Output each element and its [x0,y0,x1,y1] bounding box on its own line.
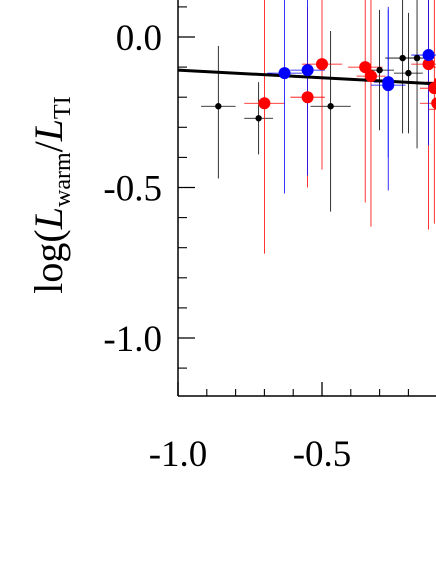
y-label-slash: / [26,140,71,152]
data-point [431,97,436,110]
plot-area [178,0,436,254]
data-point [278,67,291,80]
y-tick-label: -1.0 [103,319,162,360]
x-tick-label: -0.5 [293,434,352,475]
error-bars [201,0,436,254]
data-point [405,69,412,77]
data-point [327,103,334,110]
data-point [215,103,222,110]
data-point [413,54,421,62]
data-points [215,49,436,122]
x-ticks: -1.0-0.50 [149,382,409,475]
data-point [359,61,372,74]
y-label-den-sub: TI [50,96,76,119]
data-point [255,115,262,122]
y-ticks: 0.0 -0.5 -1.0 [103,6,195,369]
data-point [376,66,383,74]
y-axis-label-text: log(Lwarm/LTI [26,96,76,293]
data-point [258,97,271,110]
x-tick-label: -1.0 [149,434,208,475]
y-label-num-sub: warm [50,152,76,207]
y-tick-label: 0.0 [116,18,162,59]
data-point [382,76,395,89]
y-label-num-var: L [26,207,71,230]
data-point [422,58,435,71]
fit-line [178,68,436,86]
y-label-den-var: L [26,119,71,142]
y-tick-label: -0.5 [103,169,162,210]
y-axis-label: log(Lwarm/LTI [26,96,76,293]
data-point [301,91,314,104]
data-point [316,58,328,71]
data-point [364,70,377,83]
data-point [301,64,314,77]
y-label-prefix: log( [26,229,71,293]
axes: 0.0-0.5-1.0 -1.0-0.50 [103,0,436,475]
data-point [428,82,436,95]
fit-line-group [178,68,436,86]
data-point [422,49,435,62]
data-point [399,54,406,62]
